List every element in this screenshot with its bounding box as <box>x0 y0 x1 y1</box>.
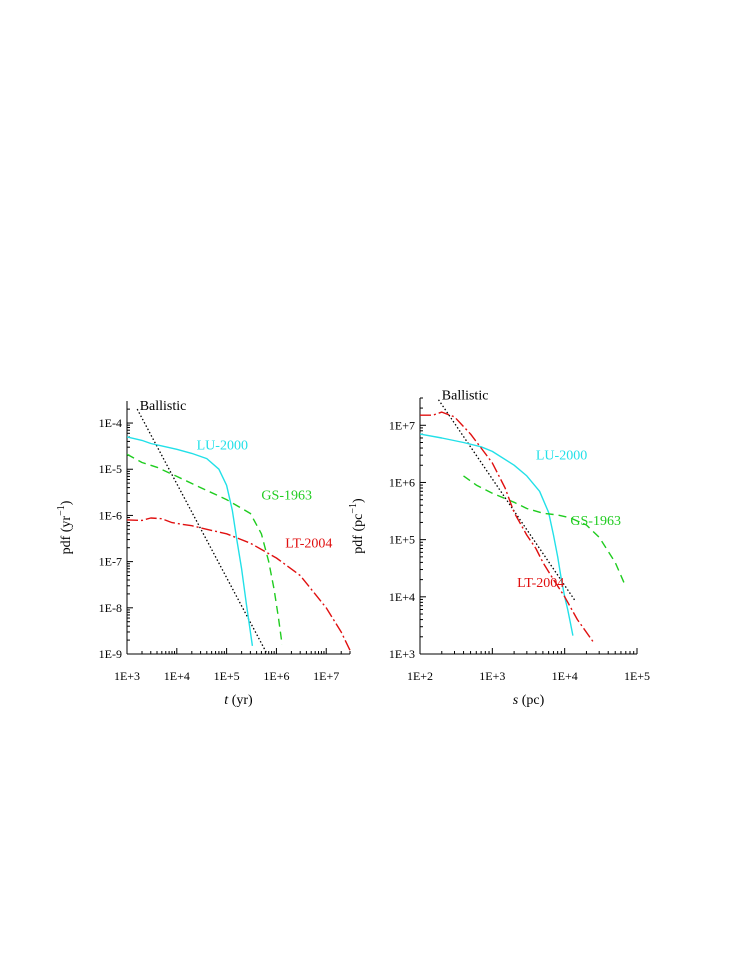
x-axis-label: s (pc) <box>513 693 545 708</box>
series-label-gs-1963: GS-1963 <box>570 514 621 529</box>
y-tick-label: 1E-8 <box>99 601 122 615</box>
y-tick-label: 1E-5 <box>99 462 122 476</box>
x-tick-label: 1E+3 <box>114 669 140 683</box>
series-label-ballistic: Ballistic <box>442 389 489 404</box>
y-tick-label: 1E+6 <box>389 475 415 489</box>
x-axis-unit: (pc) <box>518 693 544 708</box>
y-axis-label-exponent: −1 <box>348 503 359 514</box>
y-tick-label: 1E+4 <box>389 590 415 604</box>
series-line-lt-2004 <box>420 411 595 643</box>
x-tick-label: 1E+4 <box>552 669 578 683</box>
y-axis-label-close: ) <box>351 498 366 503</box>
y-axis-label: pdf (pc−1) <box>348 498 366 554</box>
y-tick-label: 1E-9 <box>99 647 122 661</box>
x-axis-unit: (yr) <box>228 693 253 708</box>
series-line-gs-1963 <box>463 475 627 588</box>
x-tick-label: 1E+2 <box>407 669 433 683</box>
series-label-lt-2004: LT-2004 <box>517 576 564 591</box>
x-tick-label: 1E+5 <box>624 669 650 683</box>
series-line-lu-2000 <box>127 436 254 646</box>
series-label-gs-1963: GS-1963 <box>261 489 312 504</box>
series-line-ballistic <box>437 399 576 602</box>
x-tick-label: 1E+3 <box>479 669 505 683</box>
x-axis-variable: t <box>224 693 229 708</box>
y-axis-label: pdf (yr−1) <box>56 500 74 554</box>
y-tick-label: 1E+5 <box>389 533 415 547</box>
series-label-lu-2000: LU-2000 <box>197 438 248 453</box>
y-tick-label: 1E-4 <box>99 416 122 430</box>
series-line-gs-1963 <box>127 453 283 645</box>
x-tick-label: 1E+5 <box>214 669 240 683</box>
x-tick-label: 1E+7 <box>313 669 339 683</box>
x-tick-label: 1E+4 <box>164 669 190 683</box>
y-axis-label-main: pdf (pc <box>351 514 366 554</box>
right-chart-distance-pdf: 1E+2 1E+3 1E+4 1E+5 1E+3 1E+4 1E+5 1E+6 1E+7 s (p… <box>348 389 650 708</box>
y-axis-label-exponent: −1 <box>56 505 67 516</box>
x-tick-label: 1E+6 <box>263 669 289 683</box>
series-line-lt-2004 <box>127 517 351 651</box>
y-axis-label-close: ) <box>59 500 74 505</box>
series-label-lu-2000: LU-2000 <box>536 449 587 464</box>
series-line-lu-2000 <box>420 433 574 636</box>
y-axis-label-main: pdf (yr <box>59 516 74 555</box>
x-axis-variable: s <box>513 693 519 708</box>
y-tick-label: 1E-7 <box>99 555 122 569</box>
series-label-ballistic: Ballistic <box>140 399 187 414</box>
y-tick-label: 1E+7 <box>389 418 415 432</box>
left-chart-time-pdf: 1E+3 1E+4 1E+5 1E+6 1E+7 1E-9 1E-8 1E-7 1E-6 1E-5… <box>56 399 351 708</box>
y-tick-label: 1E+3 <box>389 647 415 661</box>
y-tick-label: 1E-6 <box>99 508 122 522</box>
x-axis-label: t (yr) <box>224 693 253 708</box>
series-label-lt-2004: LT-2004 <box>285 537 332 552</box>
